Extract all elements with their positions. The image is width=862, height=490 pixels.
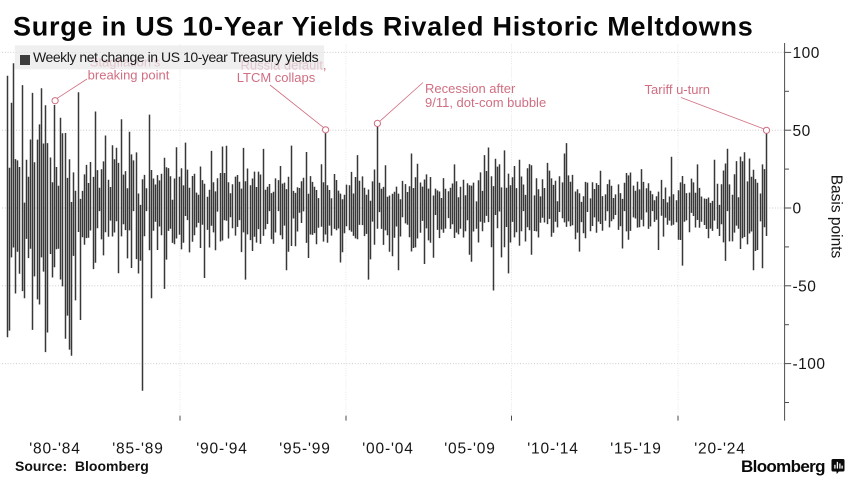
svg-text:-50: -50: [793, 278, 817, 295]
svg-text:Bloomberg: Bloomberg: [741, 457, 825, 476]
svg-text:0: 0: [793, 201, 802, 218]
svg-text:Surge in US 10-Year Yields Riv: Surge in US 10-Year Yields Rivaled Histo…: [13, 12, 753, 42]
svg-text:Tariff u-turn: Tariff u-turn: [645, 82, 711, 97]
svg-text:Source: Bloomberg: Source: Bloomberg: [15, 458, 149, 474]
svg-text:'15-'19: '15-'19: [610, 441, 662, 458]
svg-text:Recession after: Recession after: [425, 81, 516, 96]
svg-text:'90-'94: '90-'94: [196, 441, 248, 458]
svg-text:'85-'89: '85-'89: [112, 441, 164, 458]
svg-text:Basis points: Basis points: [828, 175, 845, 259]
svg-text:9/11, dot-com bubble: 9/11, dot-com bubble: [425, 95, 546, 110]
svg-text:100: 100: [793, 45, 820, 62]
svg-text:'20-'24: '20-'24: [694, 441, 746, 458]
svg-text:50: 50: [793, 123, 811, 140]
svg-text:LTCM collaps: LTCM collaps: [237, 70, 316, 85]
svg-text:breaking point: breaking point: [88, 68, 170, 83]
svg-text:'05-'09: '05-'09: [444, 441, 496, 458]
svg-text:'10-'14: '10-'14: [527, 441, 579, 458]
svg-text:Weekly net change in US 10-yea: Weekly net change in US 10-year Treasury…: [33, 49, 319, 65]
svg-text:'00-'04: '00-'04: [362, 441, 414, 458]
svg-text:'95-'99: '95-'99: [279, 441, 331, 458]
svg-text:'80-'84: '80-'84: [29, 441, 81, 458]
svg-text:-100: -100: [793, 356, 826, 373]
